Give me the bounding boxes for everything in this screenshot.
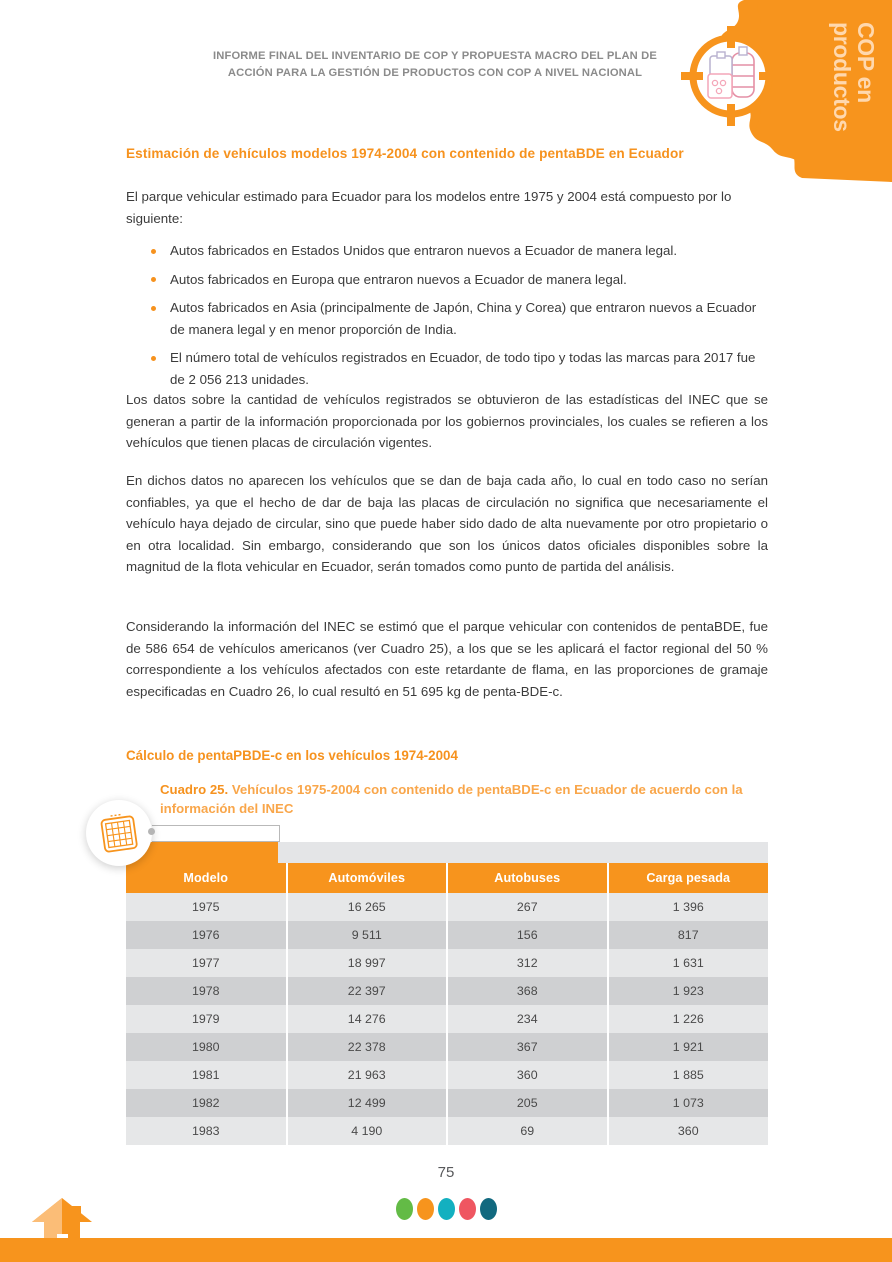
cell-carga-pesada: 1 885 bbox=[607, 1061, 768, 1089]
cell-automoviles: 21 963 bbox=[286, 1061, 448, 1089]
cell-autobuses: 368 bbox=[447, 977, 609, 1005]
paragraph-bajas: En dichos datos no aparecen los vehículo… bbox=[126, 473, 768, 574]
footer-dot-decoration bbox=[0, 1198, 892, 1220]
bullet-list: Autos fabricados en Estados Unidos que e… bbox=[148, 240, 768, 397]
cell-carga-pesada: 1 921 bbox=[607, 1033, 768, 1061]
cell-automoviles: 14 276 bbox=[286, 1005, 448, 1033]
table-icon-badge bbox=[86, 800, 152, 866]
cell-autobuses: 205 bbox=[447, 1089, 609, 1117]
cell-modelo: 1983 bbox=[126, 1117, 288, 1145]
cop-products-target-logo bbox=[675, 20, 787, 132]
cell-carga-pesada: 1 396 bbox=[607, 893, 768, 921]
list-item: Autos fabricados en Estados Unidos que e… bbox=[148, 240, 768, 262]
list-item: Autos fabricados en Europa que entraron … bbox=[148, 269, 768, 291]
cell-autobuses: 367 bbox=[447, 1033, 609, 1061]
footer-dot-1 bbox=[395, 1198, 413, 1220]
page-number: 75 bbox=[437, 1164, 455, 1181]
cell-modelo: 1980 bbox=[126, 1033, 288, 1061]
table-caption-text: Vehículos 1975-2004 con contenido de pen… bbox=[160, 782, 743, 816]
table-header-row: Modelo Automóviles Autobuses Carga pesad… bbox=[126, 863, 768, 893]
paragraph-inec-data: Los datos sobre la cantidad de vehículos… bbox=[126, 392, 768, 450]
cop-products-tab-label: COP en productos bbox=[829, 22, 879, 132]
table-row: 1982 12 499 205 1 073 bbox=[126, 1089, 768, 1117]
table-caption-label: Cuadro 25. bbox=[160, 782, 229, 797]
column-header-automoviles: Automóviles bbox=[286, 863, 448, 893]
cell-autobuses: 267 bbox=[447, 893, 609, 921]
subsection-title: Cálculo de pentaPBDE-c en los vehículos … bbox=[126, 748, 458, 763]
cell-autobuses: 156 bbox=[447, 921, 609, 949]
cell-carga-pesada: 360 bbox=[607, 1117, 768, 1145]
cell-automoviles: 12 499 bbox=[286, 1089, 448, 1117]
cell-carga-pesada: 1 226 bbox=[607, 1005, 768, 1033]
cell-carga-pesada: 817 bbox=[607, 921, 768, 949]
table-row: 1981 21 963 360 1 885 bbox=[126, 1061, 768, 1089]
table-row: 1980 22 378 367 1 921 bbox=[126, 1033, 768, 1061]
cell-carga-pesada: 1 073 bbox=[607, 1089, 768, 1117]
paragraph-estimacion: Considerando la información del INEC se … bbox=[126, 619, 768, 699]
decor-bar-gray bbox=[152, 842, 768, 863]
cell-modelo: 1977 bbox=[126, 949, 288, 977]
cell-carga-pesada: 1 923 bbox=[607, 977, 768, 1005]
footer-orange-bar bbox=[0, 1238, 892, 1262]
intro-paragraph: El parque vehicular estimado para Ecuado… bbox=[126, 189, 732, 226]
footer-dot-5 bbox=[479, 1198, 497, 1220]
table-row: 1979 14 276 234 1 226 bbox=[126, 1005, 768, 1033]
cell-autobuses: 312 bbox=[447, 949, 609, 977]
cell-modelo: 1976 bbox=[126, 921, 288, 949]
cell-carga-pesada: 1 631 bbox=[607, 949, 768, 977]
decor-frame bbox=[152, 825, 280, 842]
cell-modelo: 1982 bbox=[126, 1089, 288, 1117]
cell-modelo: 1975 bbox=[126, 893, 288, 921]
vehicles-table: Modelo Automóviles Autobuses Carga pesad… bbox=[126, 863, 768, 1145]
table-row: 1975 16 265 267 1 396 bbox=[126, 893, 768, 921]
list-item: El número total de vehículos registrados… bbox=[148, 347, 768, 390]
cell-automoviles: 18 997 bbox=[286, 949, 448, 977]
cell-modelo: 1978 bbox=[126, 977, 288, 1005]
table-row: 1977 18 997 312 1 631 bbox=[126, 949, 768, 977]
column-header-modelo: Modelo bbox=[126, 863, 288, 893]
running-header: INFORME FINAL DEL INVENTARIO DE COP Y PR… bbox=[212, 50, 658, 79]
footer-dot-2 bbox=[416, 1198, 434, 1220]
page-title: Estimación de vehículos modelos 1974-200… bbox=[126, 146, 684, 161]
column-header-autobuses: Autobuses bbox=[447, 863, 609, 893]
cell-modelo: 1981 bbox=[126, 1061, 288, 1089]
list-item: Autos fabricados en Asia (principalmente… bbox=[148, 297, 768, 340]
cell-autobuses: 360 bbox=[447, 1061, 609, 1089]
cell-modelo: 1979 bbox=[126, 1005, 288, 1033]
footer-dot-4 bbox=[458, 1198, 476, 1220]
decor-connector-dot bbox=[148, 828, 155, 835]
cell-automoviles: 4 190 bbox=[286, 1117, 448, 1145]
cell-automoviles: 22 397 bbox=[286, 977, 448, 1005]
footer-dot-3 bbox=[437, 1198, 455, 1220]
cell-automoviles: 16 265 bbox=[286, 893, 448, 921]
cell-autobuses: 69 bbox=[447, 1117, 609, 1145]
table-row: 1983 4 190 69 360 bbox=[126, 1117, 768, 1145]
cell-autobuses: 234 bbox=[447, 1005, 609, 1033]
table-grid-icon bbox=[100, 813, 138, 853]
cell-automoviles: 22 378 bbox=[286, 1033, 448, 1061]
cell-automoviles: 9 511 bbox=[286, 921, 448, 949]
table-row: 1976 9 511 156 817 bbox=[126, 921, 768, 949]
table-row: 1978 22 397 368 1 923 bbox=[126, 977, 768, 1005]
column-header-carga-pesada: Carga pesada bbox=[607, 863, 768, 893]
decor-bar-orange bbox=[126, 842, 278, 863]
table-caption: Cuadro 25. Vehículos 1975-2004 con conte… bbox=[160, 780, 770, 818]
